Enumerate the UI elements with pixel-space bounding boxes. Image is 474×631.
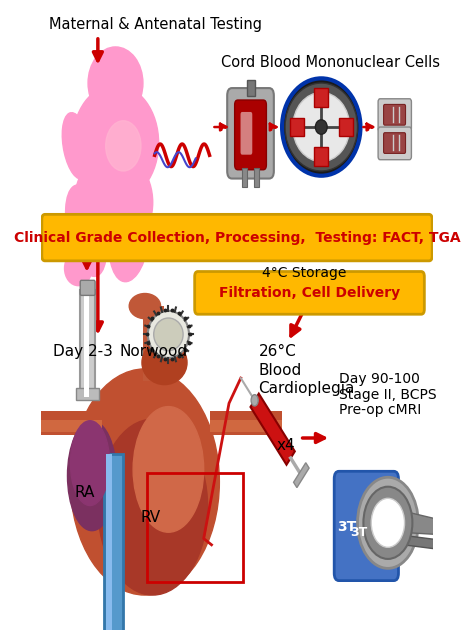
Ellipse shape — [88, 47, 143, 119]
Ellipse shape — [126, 124, 156, 162]
Text: 26°C: 26°C — [258, 344, 296, 359]
FancyBboxPatch shape — [42, 215, 432, 261]
FancyBboxPatch shape — [314, 88, 328, 107]
Text: Blood: Blood — [258, 363, 302, 377]
Ellipse shape — [293, 93, 350, 162]
Ellipse shape — [71, 369, 219, 595]
FancyBboxPatch shape — [143, 306, 164, 382]
FancyBboxPatch shape — [107, 454, 112, 631]
Ellipse shape — [65, 185, 107, 276]
FancyBboxPatch shape — [84, 290, 89, 397]
FancyBboxPatch shape — [235, 100, 266, 170]
Polygon shape — [403, 535, 453, 551]
Ellipse shape — [371, 498, 404, 547]
Ellipse shape — [64, 215, 85, 259]
Ellipse shape — [73, 85, 159, 201]
Text: Day 90-100: Day 90-100 — [339, 372, 420, 386]
FancyBboxPatch shape — [243, 168, 247, 187]
Ellipse shape — [133, 406, 204, 532]
FancyBboxPatch shape — [254, 168, 259, 187]
FancyBboxPatch shape — [210, 411, 282, 435]
Text: 3T: 3T — [337, 520, 356, 534]
Ellipse shape — [109, 192, 149, 281]
FancyBboxPatch shape — [37, 411, 102, 435]
Ellipse shape — [364, 487, 412, 559]
Text: RA: RA — [74, 485, 95, 500]
Text: Stage II, BCPS: Stage II, BCPS — [339, 387, 437, 402]
Text: Pre-op cMRI: Pre-op cMRI — [339, 403, 421, 418]
Text: Clinical Grade Collection, Processing,  Testing: FACT, TGA: Clinical Grade Collection, Processing, T… — [14, 230, 460, 245]
Polygon shape — [250, 394, 295, 464]
Ellipse shape — [129, 293, 161, 319]
Ellipse shape — [98, 419, 208, 595]
FancyBboxPatch shape — [247, 80, 255, 96]
Ellipse shape — [71, 421, 109, 505]
FancyBboxPatch shape — [240, 112, 252, 155]
FancyBboxPatch shape — [80, 290, 95, 397]
Polygon shape — [293, 463, 309, 488]
FancyBboxPatch shape — [378, 127, 411, 160]
FancyBboxPatch shape — [290, 117, 304, 136]
FancyBboxPatch shape — [37, 420, 102, 432]
Ellipse shape — [142, 341, 187, 385]
Ellipse shape — [251, 394, 258, 406]
Ellipse shape — [357, 477, 418, 569]
Ellipse shape — [148, 311, 189, 358]
FancyBboxPatch shape — [210, 420, 282, 432]
FancyBboxPatch shape — [104, 454, 123, 631]
Text: Cord Blood Mononuclear Cells: Cord Blood Mononuclear Cells — [221, 55, 440, 70]
Text: Day 2-3: Day 2-3 — [53, 344, 113, 359]
Ellipse shape — [282, 78, 360, 175]
Ellipse shape — [154, 318, 183, 351]
Ellipse shape — [74, 152, 153, 252]
Text: RV: RV — [141, 510, 161, 525]
FancyBboxPatch shape — [338, 117, 353, 136]
Polygon shape — [400, 510, 453, 535]
FancyBboxPatch shape — [383, 133, 406, 153]
Ellipse shape — [285, 83, 357, 171]
FancyBboxPatch shape — [378, 99, 411, 131]
Ellipse shape — [315, 120, 327, 134]
Text: Norwood: Norwood — [119, 344, 188, 359]
Ellipse shape — [67, 421, 117, 531]
FancyBboxPatch shape — [195, 271, 424, 314]
FancyBboxPatch shape — [76, 387, 99, 400]
FancyBboxPatch shape — [314, 147, 328, 166]
Text: 3T: 3T — [350, 526, 367, 539]
Text: Filtration, Cell Delivery: Filtration, Cell Delivery — [219, 286, 400, 300]
FancyBboxPatch shape — [334, 471, 399, 581]
FancyBboxPatch shape — [80, 280, 95, 295]
Ellipse shape — [106, 121, 141, 171]
FancyBboxPatch shape — [383, 104, 406, 125]
Ellipse shape — [64, 251, 92, 286]
Text: Cardioplegia: Cardioplegia — [258, 382, 355, 396]
Text: 4°C Storage: 4°C Storage — [263, 266, 347, 281]
Text: x4: x4 — [276, 438, 295, 453]
Ellipse shape — [62, 113, 91, 179]
Text: Maternal & Antenatal Testing: Maternal & Antenatal Testing — [49, 17, 262, 32]
FancyBboxPatch shape — [227, 88, 274, 179]
